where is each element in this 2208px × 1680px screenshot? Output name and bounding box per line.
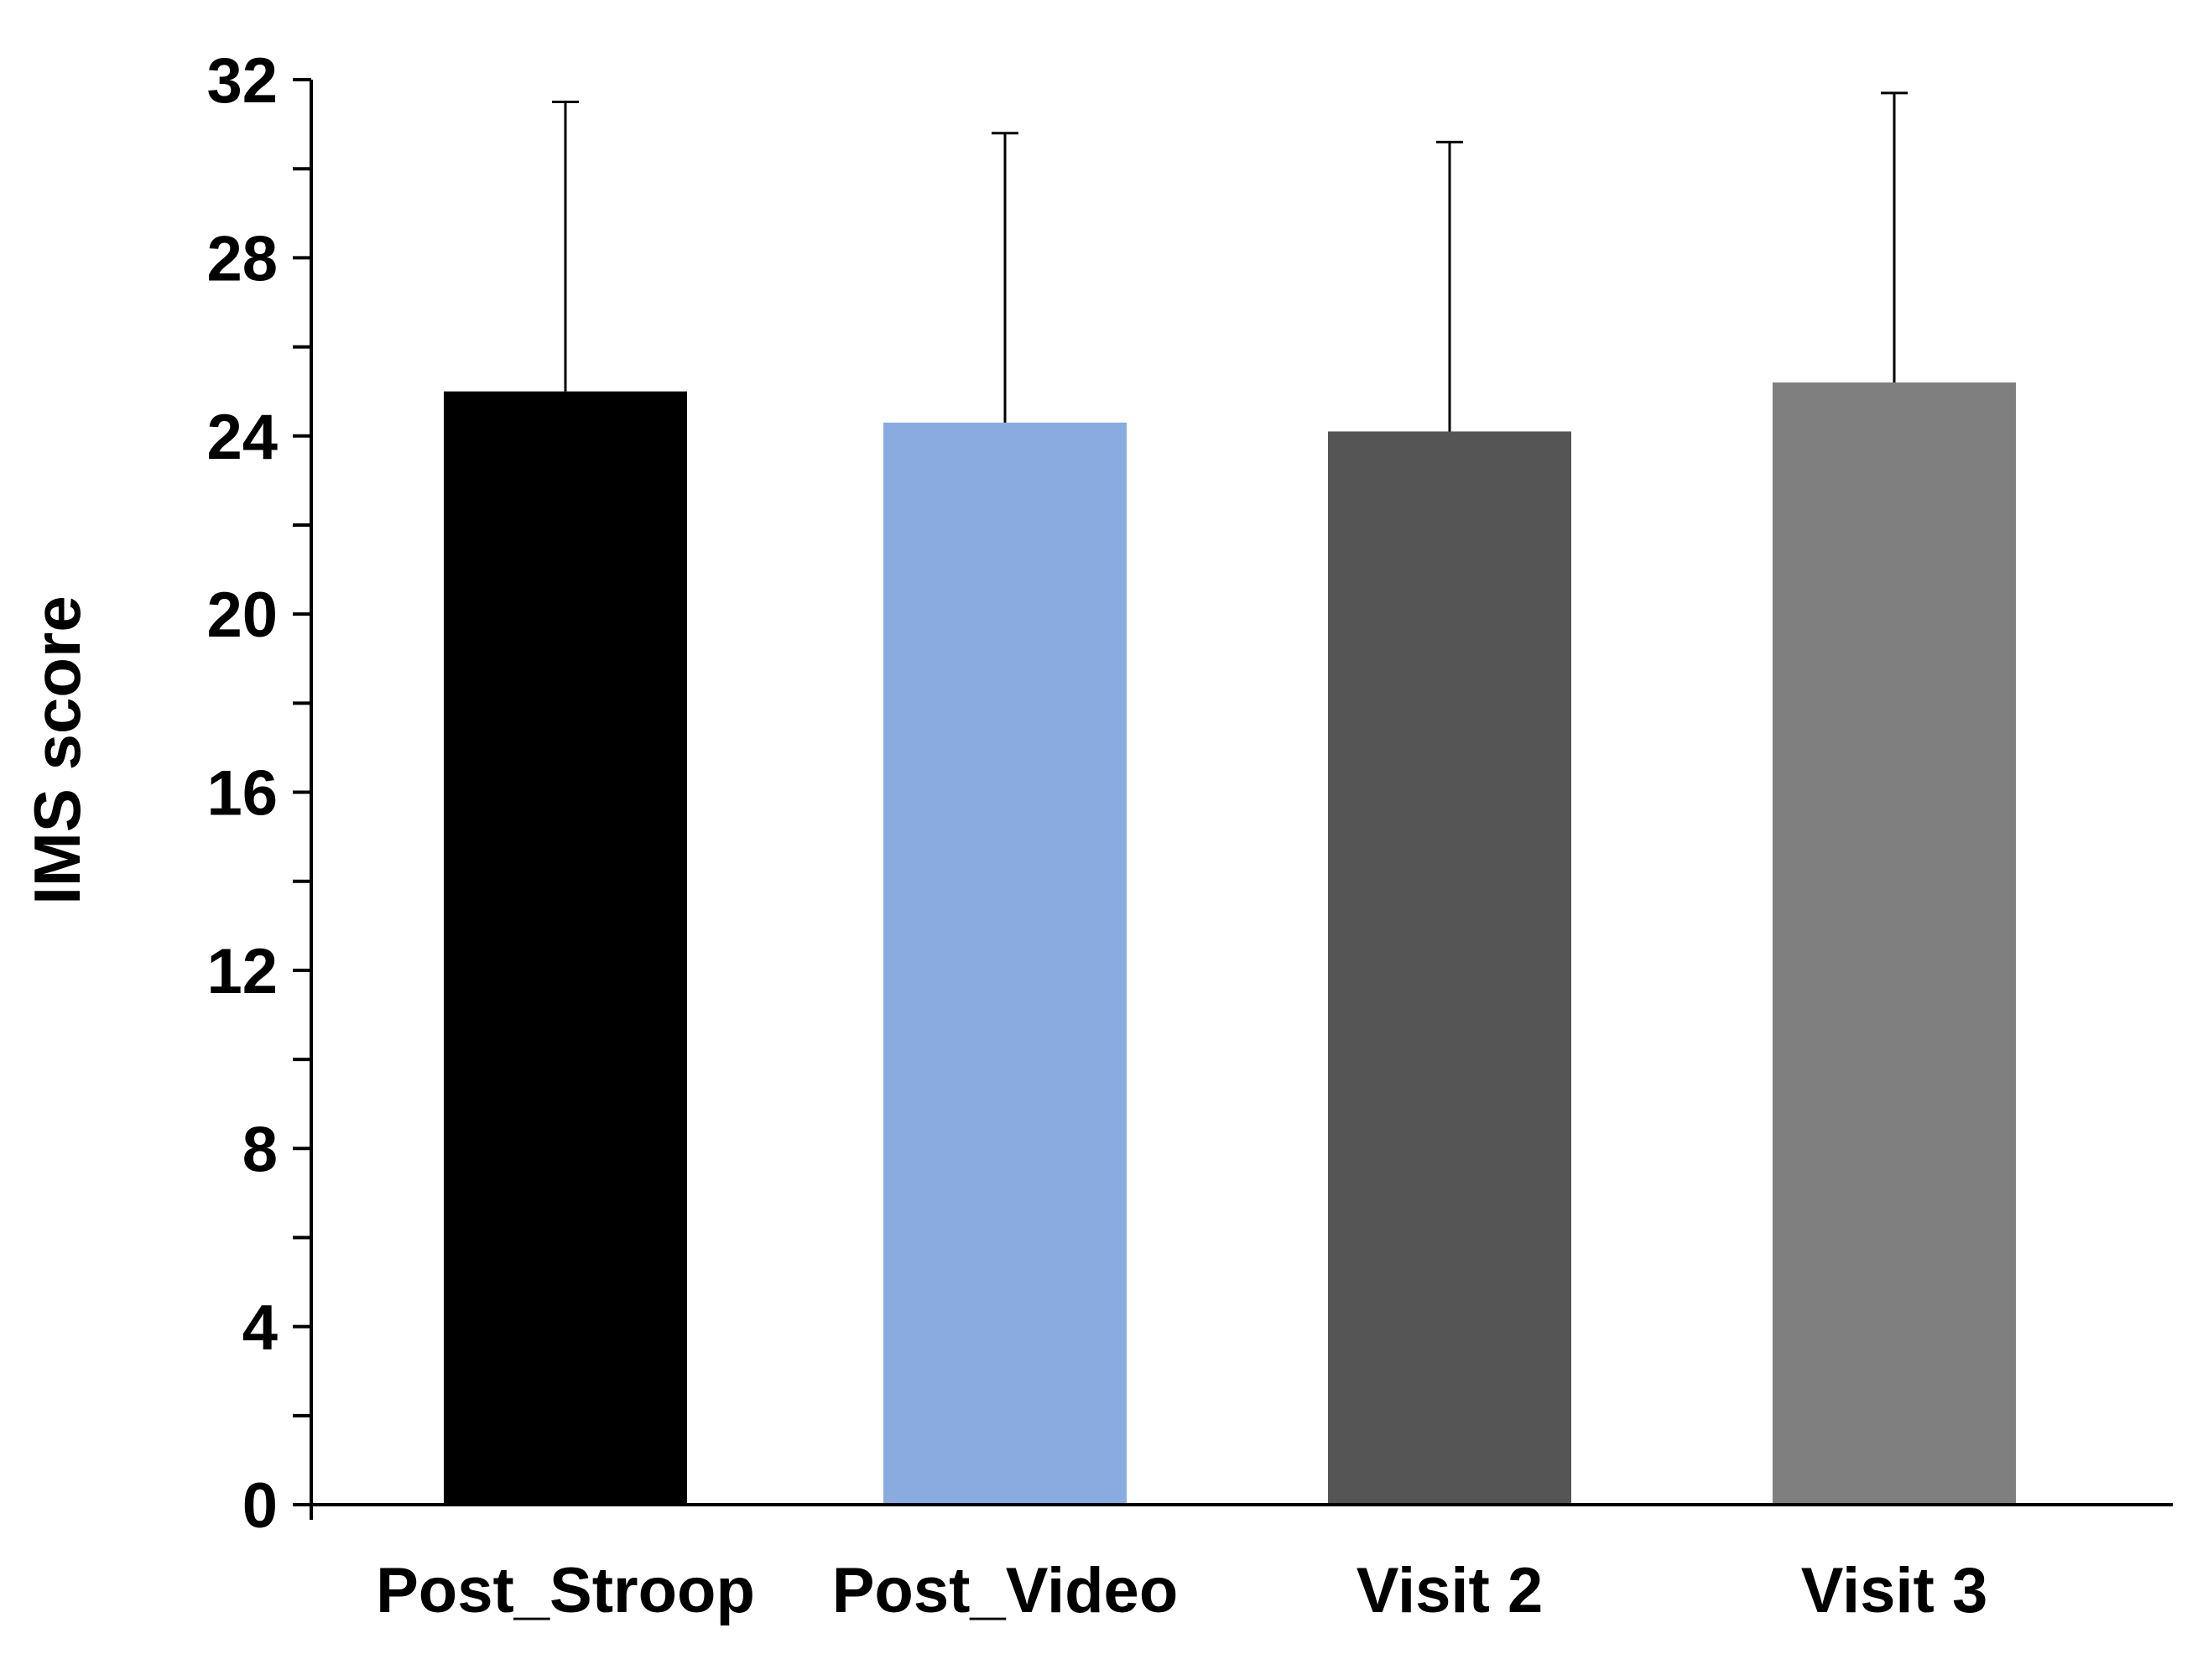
y-ticks-layer: 0 4 8 12 16 20 24 28 32 [206,45,311,1542]
y-tick-label: 16 [206,758,278,830]
y-tick-label: 28 [206,223,278,294]
y-axis-title: IMS score [20,596,94,904]
x-category-label: Post_Video [832,1555,1179,1626]
y-tick-label: 0 [242,1470,278,1542]
x-category-label: Visit 2 [1357,1555,1544,1626]
y-tick-label: 12 [206,936,278,1007]
bar-visit-2 [1328,431,1571,1505]
axes-layer [310,80,2173,1520]
x-category-label: Post_Stroop [376,1555,755,1626]
y-tick-label: 4 [242,1293,278,1364]
y-tick-label: 32 [206,45,278,117]
bar-post-stroop [444,391,687,1505]
error-bars-layer [552,91,1908,432]
x-category-label: Visit 3 [1801,1555,1988,1626]
y-tick-label: 20 [206,580,278,651]
bars-layer [444,382,2016,1506]
bar-visit-3 [1773,382,2016,1506]
bar-post-video [883,422,1127,1505]
x-labels-layer: Post_Stroop Post_Video Visit 2 Visit 3 [376,1555,1987,1626]
y-tick-label: 24 [206,402,278,473]
y-tick-label: 8 [242,1114,278,1185]
